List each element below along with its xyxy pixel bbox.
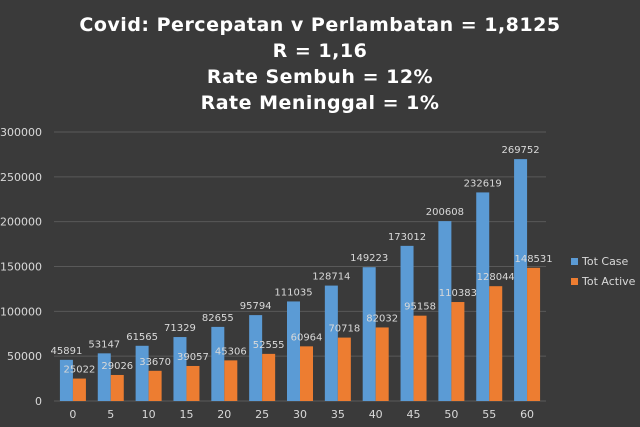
y-tick-label: 200000 [0,216,42,229]
y-tick-label: 0 [35,395,42,408]
bar-tot-active [451,302,465,401]
legend-swatch-tot-case [571,258,578,265]
bar-tot-active [148,370,162,401]
x-tick-label: 20 [217,408,231,421]
bar-tot-active [413,315,427,401]
data-label-tot-case: 95794 [240,301,272,312]
x-tick-label: 60 [520,408,534,421]
data-label-tot-active: 29026 [101,361,133,372]
chart-title-line-3: Rate Sembuh = 12% [206,66,434,88]
y-tick-label: 50000 [7,350,42,363]
bar-tot-case [173,337,187,401]
bar-tot-case [135,345,149,401]
data-label-tot-case: 53147 [88,339,120,350]
bar-tot-active [375,327,389,401]
y-tick-label: 250000 [0,171,42,184]
bar-tot-active [337,337,351,401]
chart-title-line-2: R = 1,16 [272,40,368,62]
data-label-tot-active: 110383 [439,288,477,299]
x-tick-label: 15 [179,408,193,421]
data-label-tot-case: 45891 [51,346,83,357]
legend-label-tot-active: Tot Active [581,275,636,288]
x-tick-label: 55 [482,408,496,421]
bar-tot-case [362,267,376,401]
legend-label-tot-case: Tot Case [581,255,629,268]
data-label-tot-active: 45306 [215,346,247,357]
data-label-tot-active: 60964 [291,332,323,343]
bar-tot-case [59,359,73,401]
bar-tot-case [211,326,225,401]
legend-swatch-tot-active [571,278,578,285]
chart-title-line-4: Rate Meninggal = 1% [200,92,440,114]
bar-tot-case [476,192,490,401]
data-label-tot-active: 148531 [514,254,552,265]
data-label-tot-case: 269752 [501,145,539,156]
y-tick-label: 150000 [0,261,42,274]
x-tick-label: 30 [293,408,307,421]
bar-tot-active [110,374,124,401]
bar-tot-case [97,353,111,401]
y-tick-label: 100000 [0,305,42,318]
x-tick-label: 45 [407,408,421,421]
bar-tot-case [514,159,528,401]
data-label-tot-case: 61565 [126,332,158,343]
y-tick-label: 300000 [0,126,42,139]
bar-tot-case [400,245,414,401]
bar-tot-active [224,360,238,401]
data-label-tot-case: 200608 [426,207,464,218]
x-tick-label: 10 [142,408,156,421]
bar-tot-active [489,286,503,401]
x-tick-label: 5 [107,408,114,421]
x-tick-label: 0 [69,408,76,421]
bar-tot-active [527,267,541,401]
data-label-tot-active: 128044 [477,272,515,283]
bar-tot-active [72,378,86,401]
x-tick-label: 40 [369,408,383,421]
x-tick-label: 35 [331,408,345,421]
data-label-tot-active: 33670 [139,357,171,368]
bar-tot-active [262,353,276,401]
chart-title-line-1: Covid: Percepatan v Perlambatan = 1,8125 [79,14,561,36]
bar-tot-case [324,285,338,401]
data-label-tot-active: 39057 [177,352,209,363]
data-label-tot-active: 82032 [366,313,398,324]
x-tick-label: 50 [444,408,458,421]
data-label-tot-active: 70718 [328,324,360,335]
bar-tot-active [300,346,313,401]
data-label-tot-case: 149223 [350,253,388,264]
data-label-tot-case: 71329 [164,323,196,334]
data-label-tot-case: 82655 [202,313,234,324]
data-label-tot-case: 111035 [274,287,312,298]
data-label-tot-active: 95158 [404,302,436,313]
bar-tot-case [249,315,263,401]
data-label-tot-case: 173012 [388,232,426,243]
data-label-tot-active: 25022 [64,365,96,376]
x-tick-label: 25 [255,408,269,421]
bar-tot-case [287,301,300,401]
data-label-tot-active: 52555 [253,340,285,351]
data-label-tot-case: 128714 [312,272,350,283]
data-label-tot-case: 232619 [464,178,502,189]
bar-tot-case [438,221,452,401]
bar-tot-active [186,365,200,401]
